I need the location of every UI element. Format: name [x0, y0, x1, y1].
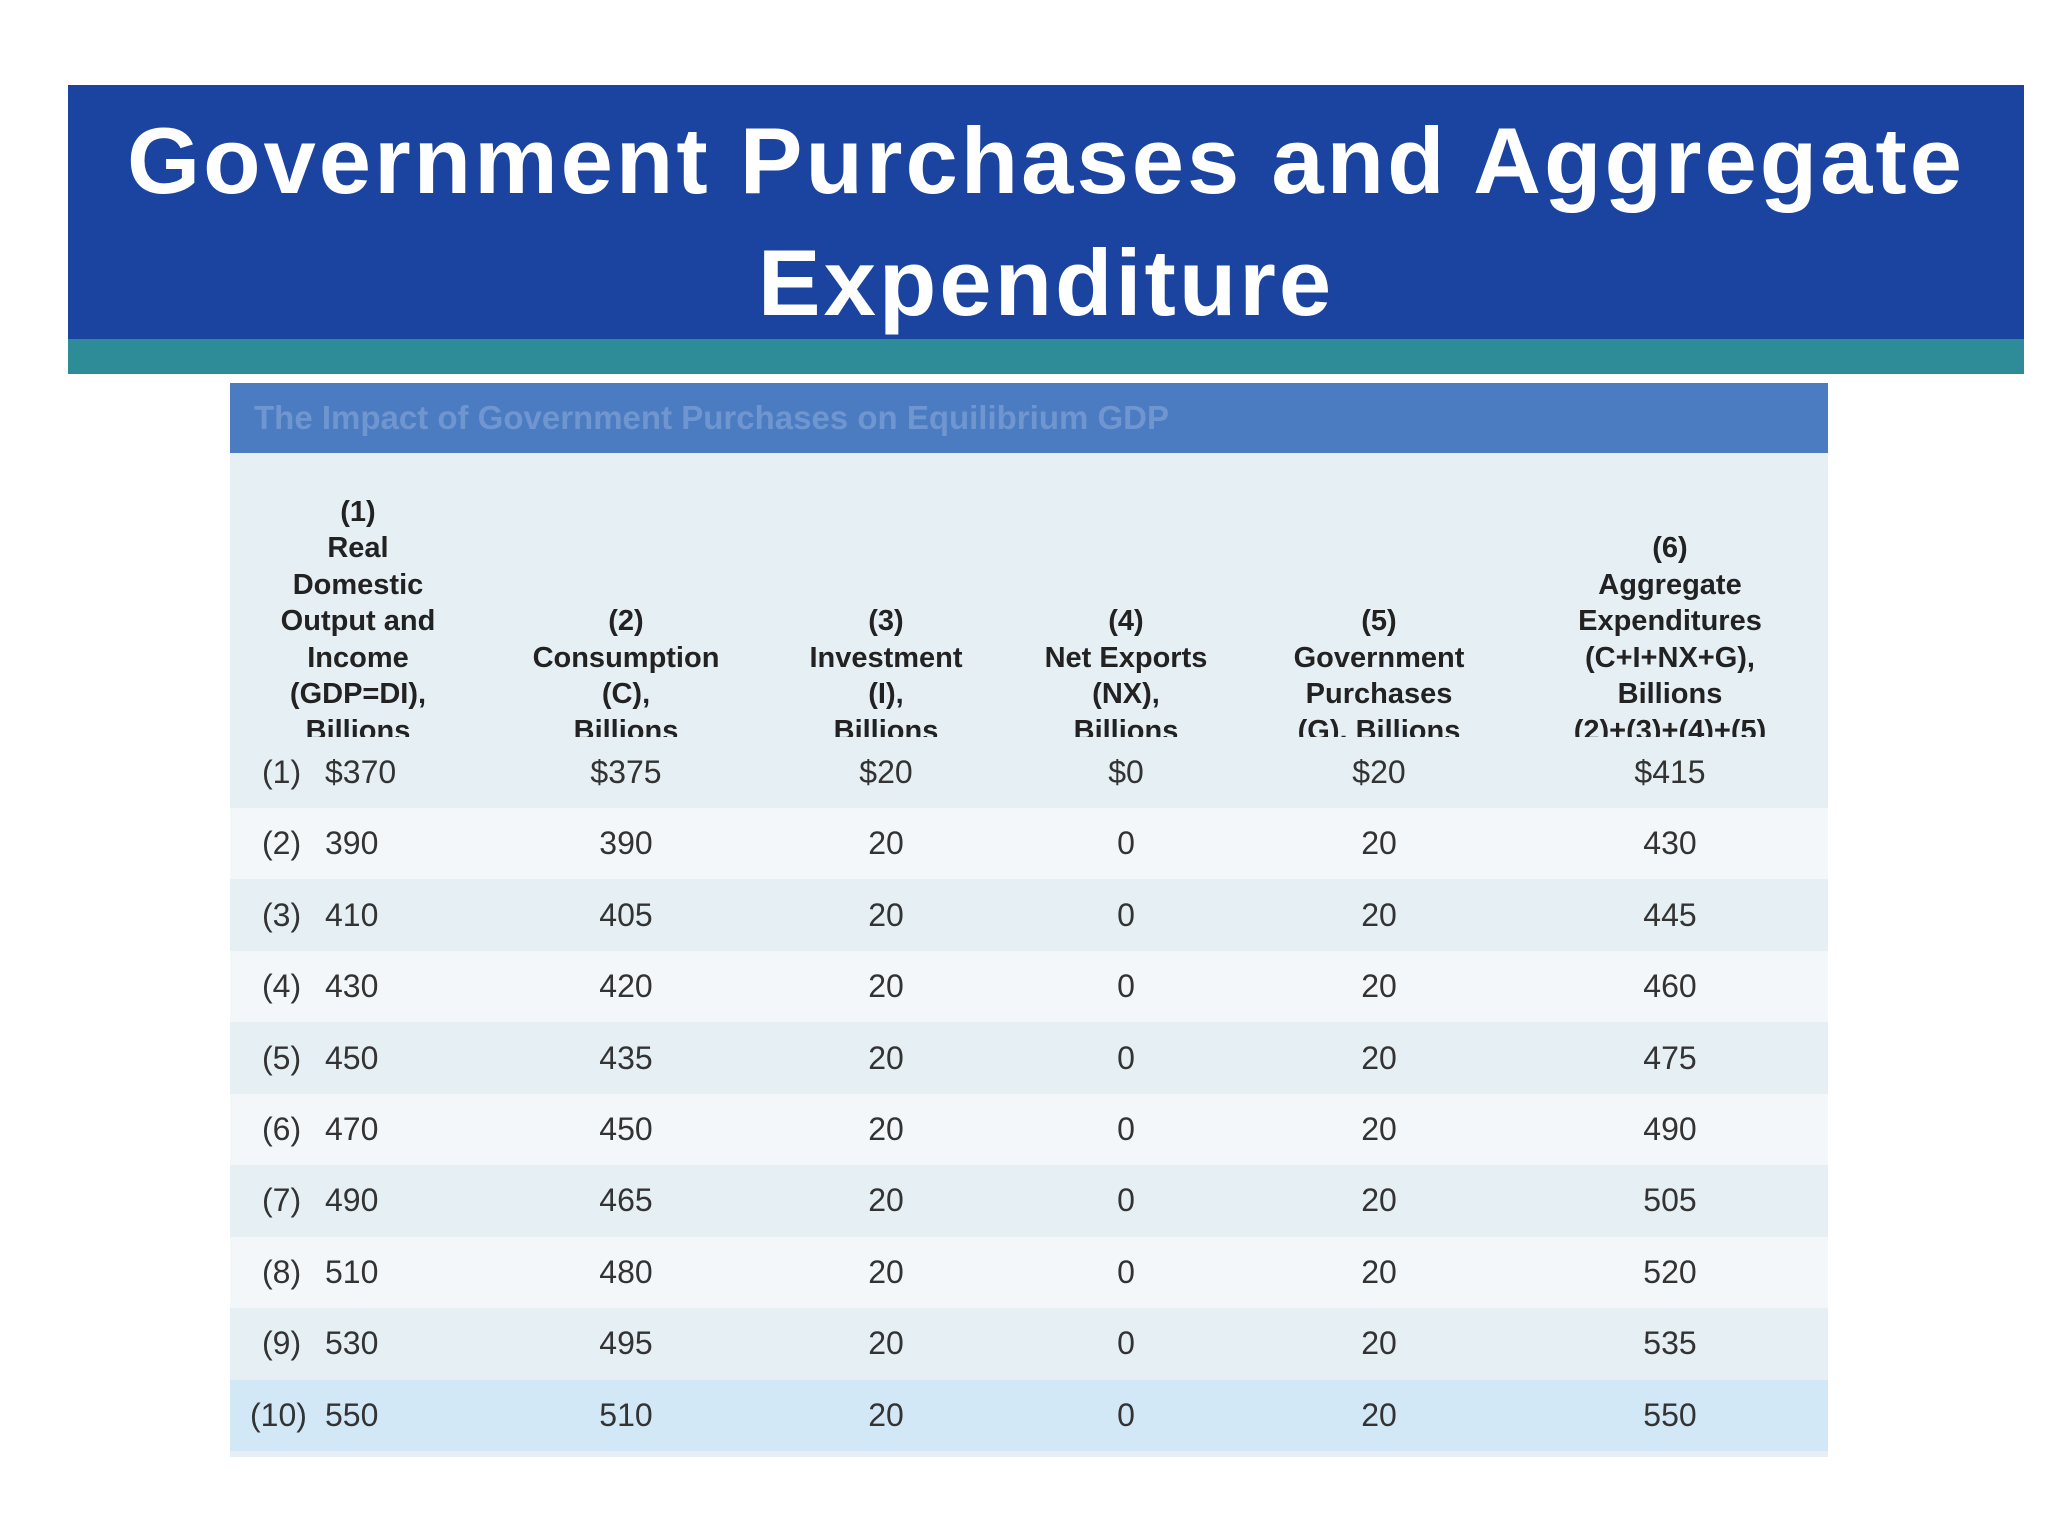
- table-row: (4) 430 420 20 0 20 460: [230, 951, 1828, 1023]
- column-header: (3) Investment (I), Billions: [809, 605, 963, 747]
- table-cell: 535: [1643, 1325, 1697, 1362]
- table-cell: 20: [868, 1396, 904, 1433]
- table-cell: 20: [1361, 1396, 1397, 1433]
- table-cell: 20: [1361, 968, 1397, 1005]
- table-cell: 0: [1117, 1039, 1135, 1076]
- table-row: (3) 410 405 20 0 20 445: [230, 879, 1828, 951]
- column-header: (5) Government Purchases (G), Billions: [1293, 605, 1465, 747]
- table-cell: 480: [599, 1253, 653, 1290]
- table-cell: 465: [599, 1182, 653, 1219]
- table-cell: 445: [1643, 896, 1697, 933]
- column-header: (2) Consumption (C), Billions: [532, 605, 720, 747]
- table-cell: 20: [868, 1182, 904, 1219]
- table-cell: 0: [1117, 1325, 1135, 1362]
- table-cell: 20: [1361, 1325, 1397, 1362]
- table-cell: 0: [1117, 1253, 1135, 1290]
- row-label: (7): [262, 1182, 302, 1219]
- table-row: (1) $370 $375 $20 $0 $20 $415: [230, 737, 1828, 808]
- table-cell: 20: [1361, 896, 1397, 933]
- row-label: (5): [262, 1039, 302, 1076]
- table-cell: 435: [599, 1039, 653, 1076]
- table-cell: 410: [325, 896, 379, 933]
- column-header: (1) Real Domestic Output and Income (GDP…: [280, 495, 436, 747]
- table-cell: 20: [1361, 825, 1397, 862]
- column-header: (6) Aggregate Expenditures (C+I+NX+G), B…: [1573, 532, 1767, 747]
- table-cell: 505: [1643, 1182, 1697, 1219]
- table-cell: 0: [1117, 1182, 1135, 1219]
- slide-title: Government Purchases and Aggregate Expen…: [126, 108, 1966, 335]
- table-cell: 20: [1361, 1111, 1397, 1147]
- table-cell: 450: [325, 1039, 379, 1076]
- row-label: (4): [262, 968, 302, 1005]
- table-cell: 0: [1117, 1396, 1135, 1433]
- table-cell: 0: [1117, 825, 1135, 862]
- column-header: (4) Net Exports (NX), Billions: [1044, 605, 1208, 747]
- table-cell: 520: [1643, 1253, 1697, 1290]
- table-cell: 20: [868, 1111, 904, 1147]
- table-cell: 20: [868, 1253, 904, 1290]
- table-cell: $20: [859, 754, 913, 790]
- table-cell: 550: [325, 1396, 379, 1433]
- table-cell: 430: [325, 968, 379, 1005]
- table-cell: 20: [868, 1039, 904, 1076]
- table-row: (8) 510 480 20 0 20 520: [230, 1236, 1828, 1308]
- table-cell: 550: [1643, 1396, 1697, 1433]
- table-cell: 470: [325, 1111, 379, 1147]
- table-cell: 0: [1117, 896, 1135, 933]
- row-label: (10): [250, 1396, 307, 1433]
- row-label: (6): [262, 1111, 302, 1147]
- table-cell: 510: [325, 1253, 379, 1290]
- table-cell: 460: [1643, 968, 1697, 1005]
- row-label: (9): [262, 1325, 302, 1362]
- table-cell: 20: [1361, 1039, 1397, 1076]
- table-row: (9) 530 495 20 0 20 535: [230, 1308, 1828, 1380]
- table-cell: 20: [1361, 1182, 1397, 1219]
- table-cell: 495: [599, 1325, 653, 1362]
- table-cell: 20: [1361, 1253, 1397, 1290]
- table-row: (5) 450 435 20 0 20 475: [230, 1022, 1828, 1094]
- row-label: (1): [262, 754, 302, 790]
- table-cell: 390: [599, 825, 653, 862]
- table-cell: 450: [599, 1111, 653, 1147]
- table-caption: The Impact of Government Purchases on Eq…: [230, 383, 1828, 453]
- table-cell: 20: [868, 1325, 904, 1362]
- table-cell: 20: [868, 896, 904, 933]
- table-cell: $20: [1352, 754, 1406, 790]
- title-banner: [68, 85, 2024, 339]
- row-label: (8): [262, 1253, 302, 1290]
- table-cell: 530: [325, 1325, 379, 1362]
- table-cell: 490: [1643, 1111, 1697, 1147]
- table-cell: $375: [590, 754, 662, 790]
- table-cell: 0: [1117, 968, 1135, 1005]
- table-cell: 0: [1117, 1111, 1135, 1147]
- table-row: (2) 390 390 20 0 20 430: [230, 808, 1828, 880]
- table-cell: 430: [1643, 825, 1697, 862]
- table-cell: 20: [868, 825, 904, 862]
- table-cell: 475: [1643, 1039, 1697, 1076]
- row-label: (3): [262, 896, 302, 933]
- accent-strip: [68, 339, 2024, 374]
- table-cell: $0: [1108, 754, 1144, 790]
- table-row: (7) 490 465 20 0 20 505: [230, 1165, 1828, 1237]
- table-row: (10) 550 510 20 0 20 550: [230, 1379, 1828, 1451]
- table-cell: 490: [325, 1182, 379, 1219]
- table: The Impact of Government Purchases on Eq…: [230, 383, 1828, 1457]
- table-row: (6) 470 450 20 0 20 490: [230, 1094, 1828, 1165]
- table-cell: 20: [868, 968, 904, 1005]
- table-cell: $370: [325, 754, 397, 790]
- table-cell: 510: [599, 1396, 653, 1433]
- table-cell: 420: [599, 968, 653, 1005]
- table-cell: $415: [1634, 754, 1706, 790]
- row-label: (2): [262, 825, 302, 862]
- table-cell: 390: [325, 825, 379, 862]
- table-cell: 405: [599, 896, 653, 933]
